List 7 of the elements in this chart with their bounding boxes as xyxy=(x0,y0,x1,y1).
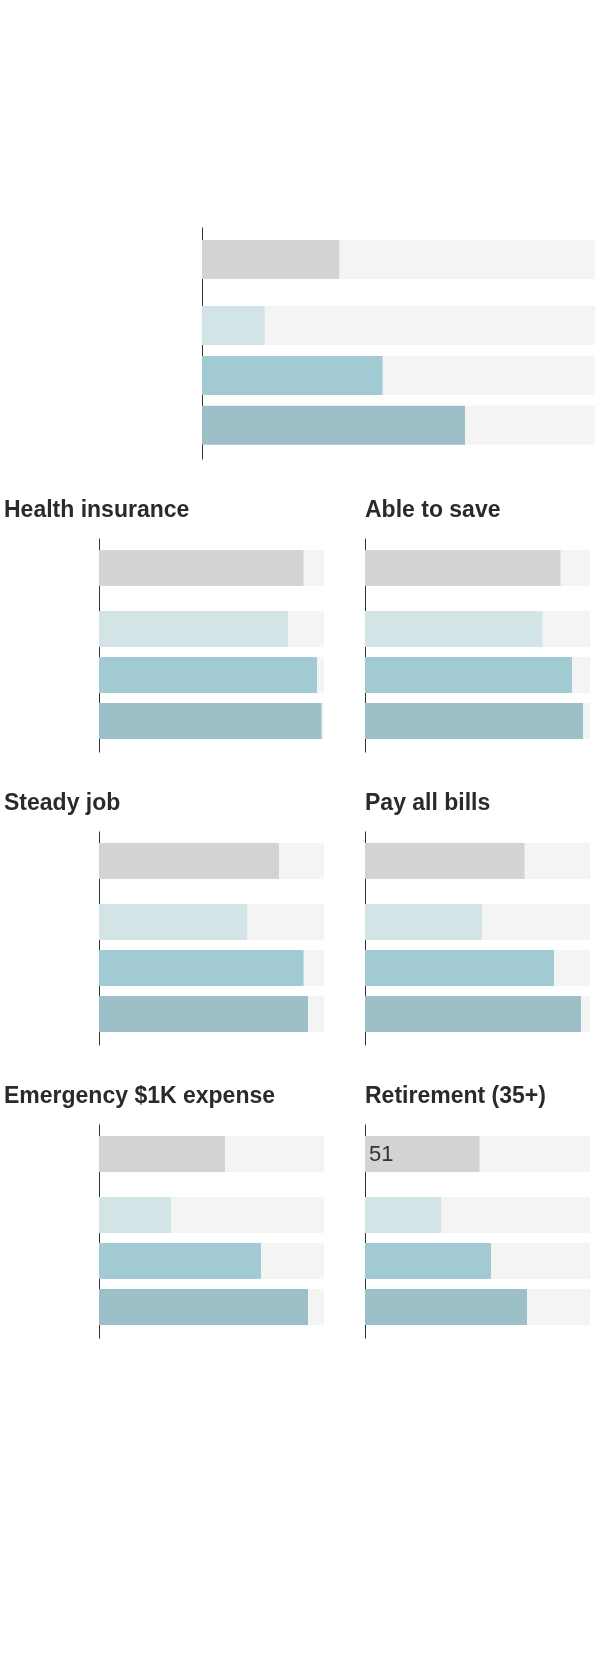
chart-title: Emergency $1K expense xyxy=(4,1082,276,1108)
chart-title: Steady job xyxy=(4,789,121,815)
data-label: 51 xyxy=(369,1140,394,1166)
chart-title: Retirement (35+) xyxy=(365,1082,546,1108)
chart-title: Able to save xyxy=(365,496,501,522)
chart-title: Health insurance xyxy=(4,496,190,522)
chart-title: Pay all bills xyxy=(365,789,491,815)
